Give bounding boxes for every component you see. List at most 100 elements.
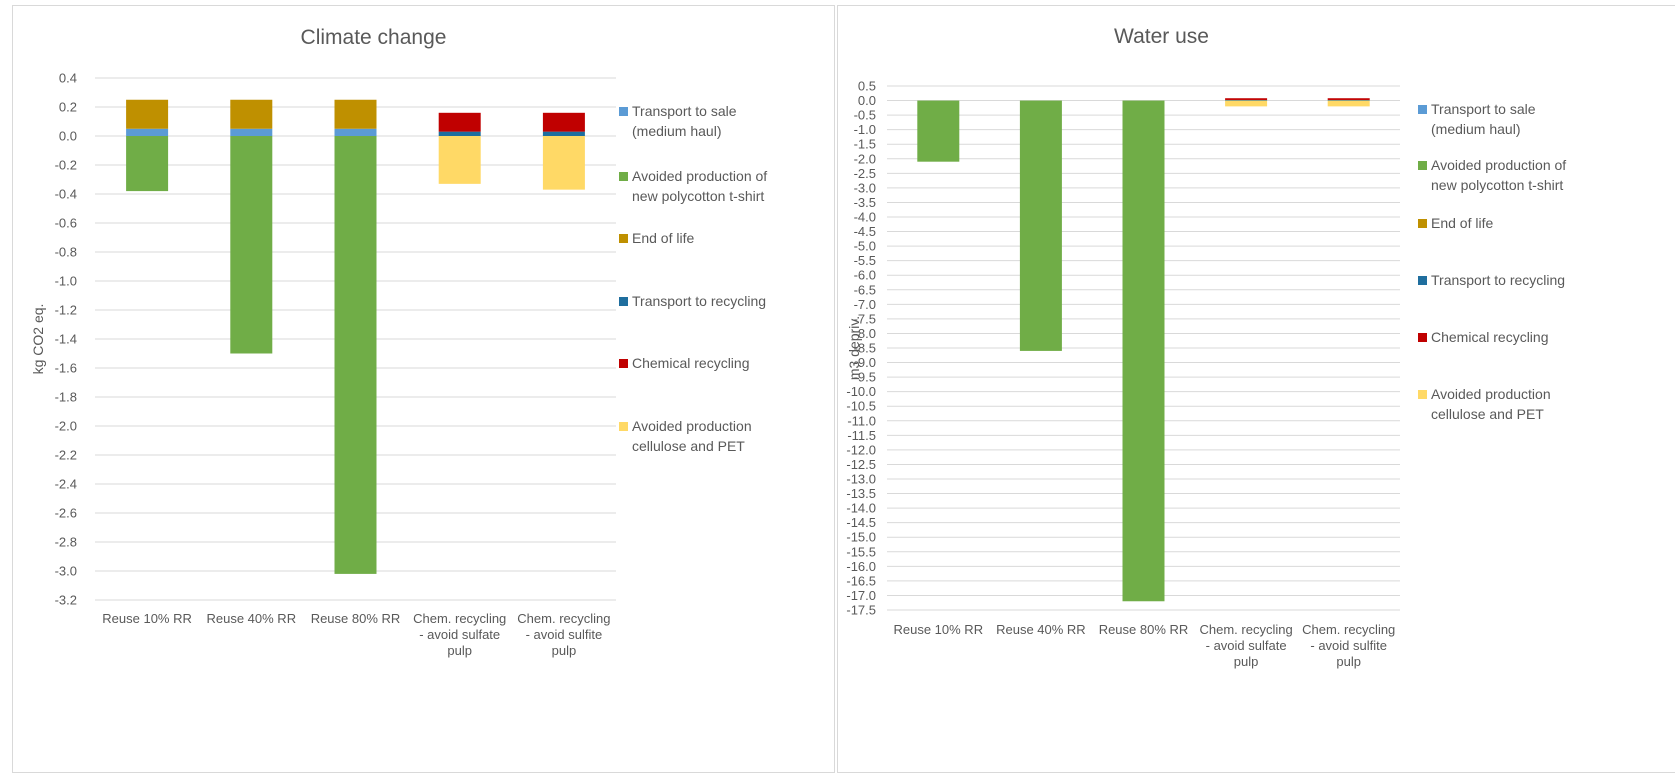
y-tick-label: -3.0: [55, 564, 77, 579]
legend-label: Transport to sale: [632, 103, 737, 119]
bar-segment-chemical_recycling: [1327, 98, 1370, 100]
category-label: Chem. recycling: [413, 611, 506, 626]
legend-label: (medium haul): [1431, 121, 1520, 137]
legend-swatch-transport_sale: [619, 107, 628, 116]
legend-label: cellulose and PET: [1431, 406, 1544, 422]
y-tick-label: -5.0: [854, 239, 876, 254]
category-label: pulp: [1336, 654, 1361, 669]
category-label: Chem. recycling: [1199, 622, 1292, 637]
legend-label: Transport to recycling: [632, 293, 766, 309]
chart-title: Climate change: [301, 26, 447, 49]
category-label: Reuse 80% RR: [311, 611, 401, 626]
bar-segment-transport_recycling: [1225, 99, 1268, 101]
y-tick-label: 0.4: [59, 71, 77, 86]
legend-swatch-avoided_new: [619, 172, 628, 181]
y-tick-label: -3.5: [854, 195, 876, 210]
y-tick-label: -2.2: [55, 448, 77, 463]
y-tick-label: -2.5: [854, 166, 876, 181]
bar-segment-end_of_life: [334, 99, 377, 129]
bar-segment-avoided_cellulose: [1225, 100, 1268, 107]
y-tick-label: -0.6: [55, 216, 77, 231]
bar-segment-transport_recycling: [542, 131, 585, 136]
bar-segment-avoided_cellulose: [438, 136, 481, 184]
category-label: pulp: [552, 643, 577, 658]
y-tick-label: -1.4: [55, 332, 77, 347]
category-label: - avoid sulfate: [419, 627, 500, 642]
legend-label: End of life: [1431, 215, 1493, 231]
category-label: Reuse 10% RR: [893, 622, 983, 637]
y-tick-label: -7.5: [854, 311, 876, 326]
y-tick-label: 0.2: [59, 100, 77, 115]
legend-label: (medium haul): [632, 123, 721, 139]
bar-segment-end_of_life: [230, 99, 273, 129]
y-tick-label: -14.5: [846, 515, 876, 530]
y-tick-label: 0.5: [858, 79, 876, 94]
category-label: - avoid sulfate: [1206, 638, 1287, 653]
bar-segment-avoided_new: [230, 136, 273, 354]
y-tick-label: -4.5: [854, 224, 876, 239]
legend-label: Chemical recycling: [1431, 329, 1548, 345]
y-tick-label: -2.4: [55, 477, 77, 492]
y-tick-label: -14.0: [846, 501, 876, 516]
legend-label: Avoided production: [1431, 386, 1551, 402]
legend-label: cellulose and PET: [632, 438, 745, 454]
bar-segment-end_of_life: [126, 99, 169, 129]
y-tick-label: -3.0: [854, 180, 876, 195]
y-tick-label: -9.5: [854, 370, 876, 385]
legend-swatch-avoided_new: [1418, 161, 1427, 170]
bar-segment-avoided_new: [1019, 100, 1062, 351]
y-tick-label: -2.0: [55, 419, 77, 434]
legend-swatch-avoided_cellulose: [619, 422, 628, 431]
legend-swatch-end_of_life: [619, 234, 628, 243]
y-tick-label: -6.5: [854, 282, 876, 297]
legend-swatch-avoided_cellulose: [1418, 390, 1427, 399]
category-label: Reuse 40% RR: [206, 611, 296, 626]
bar-segment-chemical_recycling: [438, 112, 481, 132]
y-tick-label: -15.5: [846, 544, 876, 559]
y-tick-label: -1.2: [55, 303, 77, 318]
category-label: Reuse 80% RR: [1099, 622, 1189, 637]
legend-swatch-end_of_life: [1418, 219, 1427, 228]
y-tick-label: -10.0: [846, 384, 876, 399]
bar-segment-transport_sale: [334, 128, 377, 136]
category-label: - avoid sulfite: [1310, 638, 1387, 653]
y-tick-label: -2.6: [55, 506, 77, 521]
y-tick-label: -4.0: [854, 210, 876, 225]
y-tick-label: -16.0: [846, 559, 876, 574]
category-label: Reuse 40% RR: [996, 622, 1086, 637]
bar-segment-avoided_cellulose: [1327, 100, 1370, 107]
y-tick-label: -17.0: [846, 588, 876, 603]
bar-segment-avoided_new: [917, 100, 960, 162]
y-tick-label: -0.2: [55, 158, 77, 173]
y-tick-label: -12.5: [846, 457, 876, 472]
water-use-chart-panel: Water use m3 depriv. -17.5 -17.0 -16.5 -16.0-…: [837, 5, 1675, 773]
y-tick-label: -12.0: [846, 442, 876, 457]
category-label: pulp: [447, 643, 472, 658]
y-tick-label: -1.0: [854, 122, 876, 137]
y-tick-label: -13.5: [846, 486, 876, 501]
y-tick-label: 0.0: [59, 129, 77, 144]
bar-segment-chemical_recycling: [1225, 98, 1268, 100]
bar-segment-transport_recycling: [438, 131, 481, 136]
y-tick-label: -15.0: [846, 530, 876, 545]
y-tick-label: -11.5: [847, 428, 876, 443]
climate-change-chart: Climate change kg CO2 eq. -3.2 -3.0 -2.8 -2.6…: [30, 26, 767, 658]
y-tick-label: -9.0: [854, 355, 876, 370]
category-label: Chem. recycling: [1302, 622, 1395, 637]
y-tick-label: -0.8: [55, 245, 77, 260]
category-label: - avoid sulfite: [526, 627, 603, 642]
category-label: Chem. recycling: [517, 611, 610, 626]
bar-segment-chemical_recycling: [542, 112, 585, 132]
bar-segment-avoided_new: [1122, 100, 1165, 602]
y-tick-label: 0.0: [858, 93, 876, 108]
y-tick-label: -0.4: [55, 187, 77, 202]
legend-label: Avoided production of: [632, 168, 767, 184]
legend-swatch-transport_recycling: [619, 297, 628, 306]
legend-label: Avoided production of: [1431, 157, 1566, 173]
y-tick-label: -17.5: [846, 603, 876, 618]
y-tick-label: -8.5: [854, 341, 876, 356]
y-axis-label: kg CO2 eq.: [30, 304, 46, 375]
chart-title: Water use: [1114, 25, 1209, 48]
y-tick-label: -5.5: [854, 253, 876, 268]
